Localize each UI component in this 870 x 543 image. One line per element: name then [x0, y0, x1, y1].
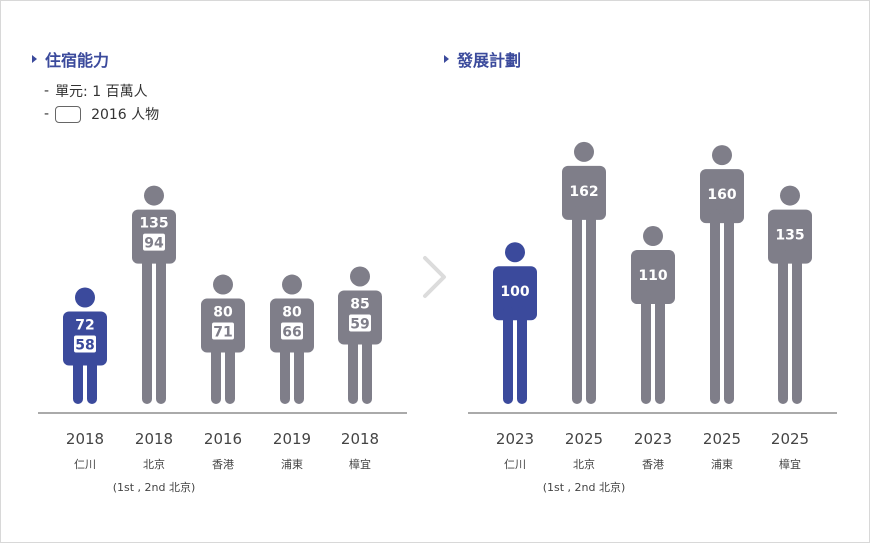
- person-leg: [503, 306, 513, 404]
- person-leg: [73, 351, 83, 404]
- tick-label-city: 香港: [642, 458, 664, 471]
- person-leg: [641, 290, 651, 404]
- person-leg: [655, 290, 665, 404]
- inner-value-box: [74, 335, 96, 353]
- person-leg: [348, 330, 358, 404]
- person-leg: [362, 330, 372, 404]
- person-head: [643, 226, 663, 247]
- person-head: [75, 287, 95, 308]
- data-label-capacity: 80: [282, 305, 302, 321]
- person-leg: [778, 249, 788, 404]
- tick-label-year: 2023: [496, 430, 534, 448]
- person-head: [144, 185, 164, 206]
- data-label-capacity: 160: [707, 187, 736, 203]
- data-label-capacity: 162: [569, 184, 598, 200]
- person-head: [350, 266, 370, 287]
- tick-label-year: 2018: [135, 430, 173, 448]
- tick-label-city: 浦東: [711, 458, 733, 471]
- person-leg: [572, 205, 582, 404]
- inner-value-box: [349, 314, 371, 332]
- tick-label-year: 2025: [771, 430, 809, 448]
- person-torso: [493, 266, 537, 321]
- data-label-2016: 71: [213, 325, 232, 341]
- data-label-2016: 94: [144, 236, 164, 252]
- data-label-2016: 58: [75, 338, 94, 354]
- data-label-capacity: 72: [75, 318, 94, 334]
- tick-label-year: 2018: [66, 430, 104, 448]
- data-label-capacity: 85: [350, 296, 369, 312]
- person-leg: [87, 351, 97, 404]
- tick-label-city: 樟宜: [349, 457, 371, 471]
- person-torso: [631, 250, 675, 305]
- left-title-text: 住宿能力: [45, 51, 110, 70]
- person-head: [282, 274, 302, 295]
- left-section-title: 住宿能力: [32, 49, 110, 70]
- person-leg: [724, 209, 734, 404]
- tick-label-city: 北京: [143, 457, 165, 471]
- data-label-2016: 59: [350, 316, 369, 332]
- right-title-text: 發展計劃: [457, 51, 522, 70]
- tick-label-city: 浦東: [281, 458, 303, 471]
- person-leg: [156, 249, 166, 404]
- person-leg: [211, 338, 221, 404]
- person-torso: [700, 169, 744, 224]
- person-leg: [792, 249, 802, 404]
- triangle-bullet-icon: [32, 55, 37, 63]
- tick-label-year: 2025: [565, 430, 603, 448]
- person-head: [505, 242, 525, 263]
- tick-label-year: 2016: [204, 430, 242, 448]
- legend-box-row: - 2016 人物: [44, 104, 159, 124]
- tick-label-year: 2025: [703, 430, 741, 448]
- person-leg: [142, 249, 152, 404]
- data-label-capacity: 80: [213, 305, 233, 321]
- person-torso: [562, 165, 606, 220]
- legend-box-icon: [55, 105, 82, 123]
- person-leg: [517, 306, 527, 404]
- tick-label-city: 仁川: [74, 458, 96, 471]
- tick-label-city: 仁川: [504, 458, 526, 471]
- inner-value-box: [281, 322, 303, 340]
- legend-dash: -: [44, 106, 50, 122]
- note-label: (1st , 2nd 北京): [543, 480, 626, 494]
- data-label-capacity: 100: [500, 284, 529, 300]
- legend-unit-text: 單元: 1 百萬人: [55, 84, 148, 100]
- tick-label-year: 2019: [273, 430, 311, 448]
- data-label-capacity: 135: [775, 228, 804, 244]
- chevron-right-icon: [423, 256, 446, 298]
- data-label-2016: 66: [282, 325, 301, 341]
- note-label: (1st , 2nd 北京): [113, 480, 196, 494]
- person-torso: [768, 209, 812, 264]
- inner-value-box: [212, 322, 234, 340]
- person-head: [712, 145, 732, 166]
- legend-dash: -: [44, 83, 50, 99]
- tick-label-city: 香港: [212, 458, 234, 471]
- person-leg: [280, 338, 290, 404]
- tick-label-year: 2023: [634, 430, 672, 448]
- inner-value-box: [143, 233, 165, 251]
- tick-label-year: 2018: [341, 430, 379, 448]
- right-section-title: 發展計劃: [444, 49, 522, 70]
- data-label-capacity: 135: [139, 216, 168, 232]
- person-leg: [294, 338, 304, 404]
- person-head: [780, 185, 800, 206]
- data-label-capacity: 110: [638, 268, 667, 284]
- legend-unit: - 單元: 1 百萬人: [44, 81, 148, 101]
- tick-label-city: 北京: [573, 457, 595, 471]
- tick-label-city: 樟宜: [779, 457, 801, 471]
- person-leg: [225, 338, 235, 404]
- person-head: [213, 274, 233, 295]
- person-leg: [586, 205, 596, 404]
- person-head: [574, 141, 594, 162]
- person-leg: [710, 209, 720, 404]
- triangle-bullet-icon: [444, 55, 449, 63]
- legend-box-text: 2016 人物: [91, 107, 160, 123]
